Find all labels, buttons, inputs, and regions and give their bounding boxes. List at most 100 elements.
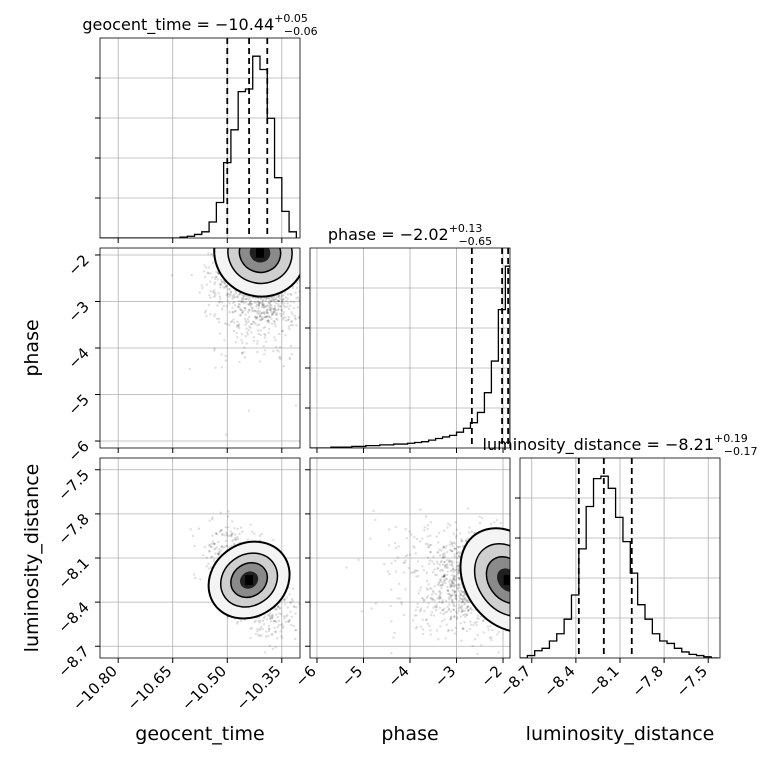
scatter-point — [452, 570, 455, 574]
scatter-point — [295, 606, 298, 609]
scatter-point — [458, 605, 461, 609]
scatter-point — [262, 310, 266, 314]
scatter-point — [389, 588, 393, 591]
scatter-point — [413, 569, 417, 572]
scatter-point — [278, 356, 281, 359]
scatter-point — [442, 607, 446, 610]
scatter-point — [441, 619, 444, 623]
histogram-bar — [667, 643, 674, 658]
scatter-point — [429, 521, 433, 524]
scatter-point — [465, 598, 468, 601]
scatter-point — [428, 624, 431, 628]
scatter-point — [443, 575, 446, 578]
scatter-point — [256, 316, 259, 319]
scatter-point — [219, 278, 223, 281]
scatter-point — [302, 256, 304, 258]
y-tick-label: −8.1 — [54, 554, 92, 592]
scatter-point — [213, 349, 216, 352]
scatter-point — [221, 546, 224, 549]
scatter-point — [439, 584, 443, 587]
scatter-point — [374, 602, 377, 605]
scatter-point — [419, 586, 423, 589]
scatter-point — [234, 538, 237, 541]
scatter-point — [451, 582, 455, 585]
scatter-point — [268, 617, 272, 620]
scatter-point — [257, 309, 260, 312]
scatter-point — [304, 274, 306, 276]
scatter-point — [240, 338, 243, 342]
scatter-point — [288, 356, 291, 359]
x-tick-label: −7.8 — [628, 662, 666, 700]
scatter-point — [454, 547, 457, 551]
scatter-point — [250, 626, 254, 630]
scatter-point — [402, 613, 406, 617]
histogram-bar — [542, 648, 549, 658]
scatter-point — [295, 286, 299, 290]
scatter-point — [270, 317, 273, 320]
scatter-point — [248, 315, 251, 319]
scatter-point — [209, 290, 212, 293]
scatter-point — [451, 542, 454, 545]
scatter-point — [253, 620, 256, 624]
density-peak — [256, 248, 264, 258]
scatter-point — [267, 319, 270, 322]
scatter-point — [458, 577, 461, 580]
scatter-point — [249, 627, 252, 631]
scatter-point — [448, 559, 451, 562]
scatter-point — [245, 342, 248, 345]
scatter-point — [224, 359, 228, 362]
scatter-point — [268, 296, 271, 300]
scatter-point — [207, 303, 211, 306]
scatter-point — [444, 564, 447, 567]
scatter-point — [278, 346, 282, 349]
scatter-point — [217, 552, 220, 556]
scatter-point — [453, 575, 457, 579]
scatter-point — [443, 579, 447, 582]
scatter-point — [228, 288, 231, 291]
scatter-point — [452, 576, 455, 580]
scatter-point — [430, 611, 434, 614]
scatter-point — [302, 305, 304, 307]
scatter-point — [441, 546, 445, 549]
scatter-point — [258, 534, 262, 538]
scatter-point — [453, 555, 456, 558]
scatter-point — [288, 593, 291, 596]
scatter-point — [265, 296, 269, 300]
histogram-bar — [682, 652, 689, 658]
scatter-point — [457, 584, 460, 588]
scatter-point — [419, 608, 422, 612]
scatter-point — [440, 559, 443, 563]
scatter-point — [423, 529, 426, 532]
scatter-point — [258, 634, 262, 638]
scatter-point — [451, 544, 454, 548]
scatter-point — [239, 526, 243, 529]
scatter-point — [425, 587, 428, 590]
scatter-point — [357, 558, 360, 562]
scatter-point — [235, 622, 239, 625]
scatter-point — [220, 549, 223, 552]
scatter-point — [456, 552, 459, 555]
scatter-point — [280, 636, 283, 640]
scatter-point — [267, 327, 271, 331]
scatter-point — [241, 351, 244, 355]
scatter-point — [476, 633, 479, 637]
histogram-bar — [616, 517, 623, 658]
scatter-point — [245, 297, 248, 301]
scatter-point — [450, 549, 454, 553]
scatter-point — [225, 294, 229, 297]
scatter-point — [269, 306, 273, 310]
scatter-point — [282, 615, 286, 618]
scatter-point — [449, 616, 453, 619]
scatter-point — [457, 550, 460, 554]
scatter-point — [287, 307, 291, 310]
scatter-point — [287, 315, 290, 319]
scatter-point — [267, 321, 271, 324]
scatter-point — [440, 601, 444, 604]
scatter-point — [457, 545, 460, 549]
scatter-point — [427, 546, 431, 549]
scatter-point — [447, 608, 450, 612]
scatter-point — [239, 308, 242, 311]
scatter-point — [457, 545, 460, 549]
scatter-point — [441, 556, 445, 560]
scatter-point — [226, 300, 230, 303]
